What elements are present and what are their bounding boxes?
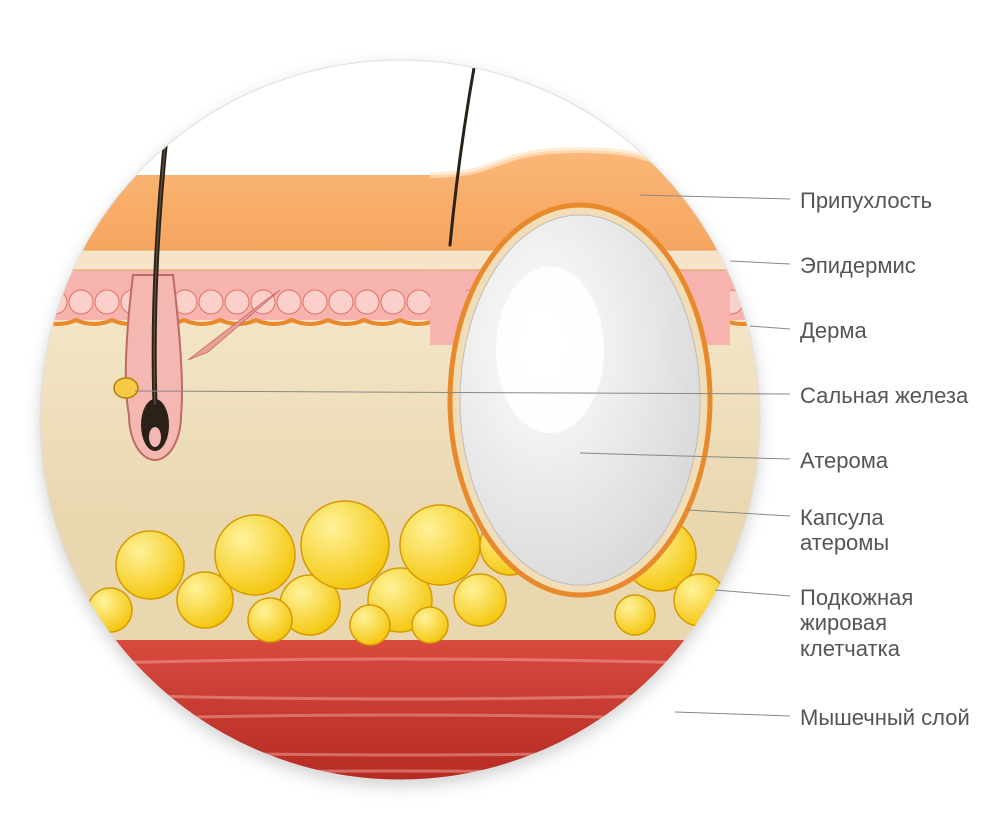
label-capsule: Капсулаатеромы <box>800 505 990 556</box>
label-layer: Припухлость Эпидермис Дерма Сальная железа А… <box>0 0 1000 836</box>
label-swelling: Припухлость <box>800 188 990 213</box>
label-dermis: Дерма <box>800 318 990 343</box>
label-fat: Подкожнаяжироваяклетчатка <box>800 585 990 661</box>
label-sebaceous: Сальная железа <box>800 383 990 408</box>
diagram-stage: { "canvas": { "w": 1000, "h": 836, "bg":… <box>0 0 1000 836</box>
label-muscle: Мышечный слой <box>800 705 990 730</box>
label-epidermis: Эпидермис <box>800 253 990 278</box>
label-atheroma: Атерома <box>800 448 990 473</box>
